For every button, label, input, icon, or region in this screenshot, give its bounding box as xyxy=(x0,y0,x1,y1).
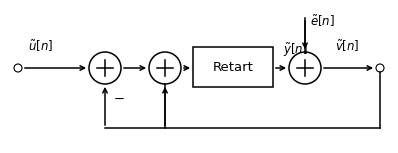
Bar xyxy=(193,47,273,87)
Text: $\tilde{y}[n]$: $\tilde{y}[n]$ xyxy=(283,41,308,59)
Text: $\tilde{v}[n]$: $\tilde{v}[n]$ xyxy=(335,38,360,54)
Text: Retart: Retart xyxy=(213,60,254,73)
Text: $\tilde{e}[n]$: $\tilde{e}[n]$ xyxy=(310,14,335,29)
Text: $\tilde{u}[n]$: $\tilde{u}[n]$ xyxy=(28,38,53,54)
Text: $-$: $-$ xyxy=(113,92,125,105)
